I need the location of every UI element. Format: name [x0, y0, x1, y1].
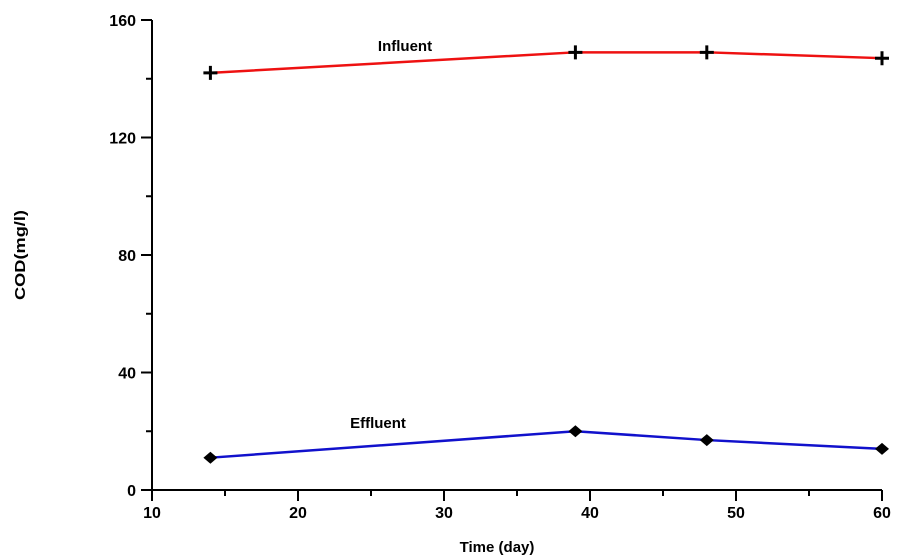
y-tick-label: 40 [118, 366, 136, 383]
y-axis-title: COD(mg/l) [12, 210, 29, 300]
y-tick-label: 160 [109, 13, 136, 30]
y-tick-label: 0 [127, 483, 136, 500]
series-layer: Influent Effluent [203, 38, 889, 464]
data-point-effluent [875, 442, 889, 455]
x-tick-label: 10 [143, 505, 161, 522]
y-tick-label: 120 [109, 131, 136, 148]
y-tick-label: 80 [118, 248, 136, 265]
axes: 10 20 30 40 50 60 0 40 80 120 160 [109, 13, 891, 522]
x-tick-label: 30 [435, 505, 453, 522]
series-line-influent [210, 51, 883, 75]
x-axis-title: Time (day) [460, 539, 535, 555]
x-tick-label: 60 [873, 505, 891, 522]
series-effluent: Effluent [203, 415, 889, 464]
series-label-effluent: Effluent [350, 415, 406, 432]
data-point-effluent [568, 425, 583, 438]
data-point-effluent [203, 451, 218, 464]
x-tick-label: 50 [727, 505, 745, 522]
series-line-effluent [210, 429, 883, 459]
data-point-influent [203, 65, 218, 80]
x-tick-label: 40 [581, 505, 599, 522]
x-tick-label: 20 [289, 505, 307, 522]
data-point-effluent [699, 434, 714, 447]
data-point-influent [699, 45, 714, 60]
series-label-influent: Influent [378, 38, 432, 55]
series-influent: Influent [203, 38, 889, 80]
data-point-influent [568, 45, 583, 60]
data-point-influent [875, 51, 889, 66]
